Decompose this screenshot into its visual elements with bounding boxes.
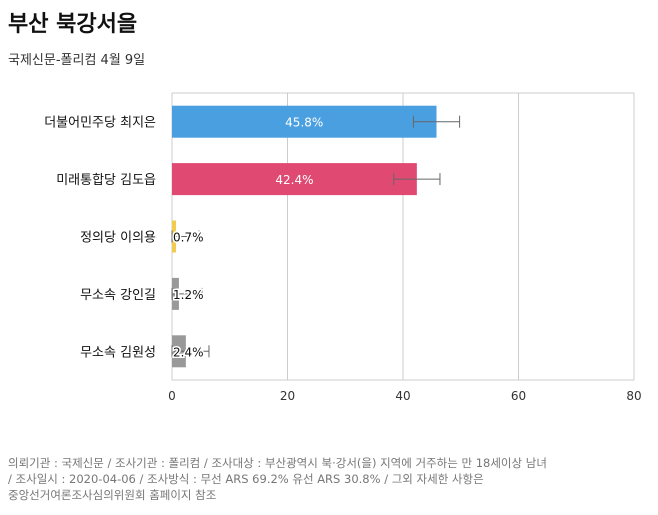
chart-title: 부산 북강서을 xyxy=(8,12,138,37)
bar xyxy=(172,163,417,196)
chart-subtitle: 국제신문-폴리컴 4월 9일 xyxy=(8,53,146,68)
category-label: 더불어민주당 최지은 xyxy=(44,116,156,131)
survey-footnote: 의뢰기관 : 국제신문 / 조사기관 : 폴리컴 / 조사대상 : 부산광역시 … xyxy=(8,455,648,503)
data-label: 42.4% xyxy=(275,173,313,187)
category-label: 무소속 강인길 xyxy=(80,288,156,303)
x-tick-label: 20 xyxy=(280,389,295,403)
data-label: 1.2% xyxy=(173,288,204,302)
category-label: 미래통합당 김도읍 xyxy=(56,173,156,188)
data-label: 2.4% xyxy=(173,345,204,359)
x-tick-label: 80 xyxy=(626,389,641,403)
category-label: 무소속 김원성 xyxy=(80,345,156,360)
footnote-line-2: / 조사일시 : 2020-04-06 / 조사방식 : 무선 ARS 69.2… xyxy=(8,472,484,486)
bar-chart: 0 20 40 60 80 더불어민주당 최지은 45.8% 미래통합당 김도읍 42.4% 정의… xyxy=(44,92,642,403)
data-label: 0.7% xyxy=(173,231,204,245)
x-tick-label: 0 xyxy=(168,389,176,403)
footnote-line-3: 중앙선거여론조사심의위원회 홈페이지 참조 xyxy=(8,488,217,502)
footnote-line-1: 의뢰기관 : 국제신문 / 조사기관 : 폴리컴 / 조사대상 : 부산광역시 … xyxy=(8,456,547,470)
x-tick-label: 60 xyxy=(511,389,526,403)
x-tick-label: 40 xyxy=(395,389,410,403)
data-label: 45.8% xyxy=(285,116,323,130)
category-label: 정의당 이의용 xyxy=(80,231,156,246)
bar xyxy=(172,105,437,138)
